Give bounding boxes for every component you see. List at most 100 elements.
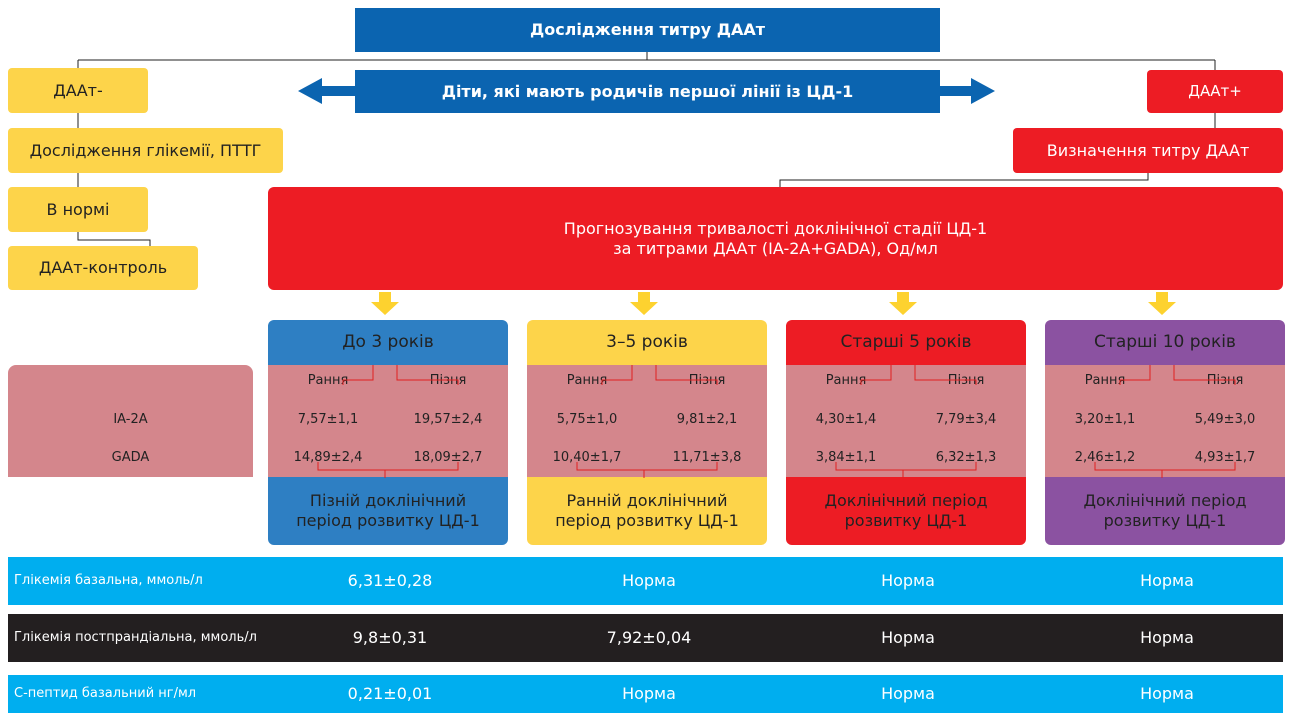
ia2a-value: 3,20±1,1: [1050, 407, 1160, 433]
center-box: Діти, які мають родичів першої лінії із …: [355, 70, 940, 113]
early-label: Рання: [537, 370, 637, 392]
positive-step: Визначення титру ДААт: [1013, 128, 1283, 173]
text: 4,30±1,4: [815, 411, 877, 427]
group-period: Доклінічний період розвитку ЦД-1: [1045, 477, 1285, 545]
row-value: 9,8±0,31: [270, 614, 510, 662]
text: 6,32±1,3: [935, 449, 997, 465]
text: 3–5 років: [606, 331, 688, 352]
text: Дослідження титру ДААт: [529, 20, 766, 39]
text: Ранній доклінічний: [566, 491, 728, 510]
early-label: Рання: [1055, 370, 1155, 392]
row-value: Норма: [1047, 557, 1287, 605]
text: 5,75±1,0: [556, 411, 618, 427]
text: 5,49±3,0: [1194, 411, 1256, 427]
early-label: Рання: [278, 370, 378, 392]
bracket: [576, 365, 718, 478]
group-values: [1045, 365, 1285, 477]
text: розвитку ЦД-1: [844, 511, 968, 530]
row-value: Норма: [788, 614, 1028, 662]
text: Рання: [566, 372, 608, 388]
negative-step: Дослідження глікемії, ПТТГ: [8, 128, 283, 173]
group-values: [268, 365, 508, 477]
text: 9,81±2,1: [676, 411, 738, 427]
text: Прогнозування тривалості доклінічної ста…: [563, 218, 988, 238]
text: Доклінічний період: [824, 491, 988, 510]
ia2a-value: 5,75±1,0: [532, 407, 642, 433]
text: Рання: [825, 372, 867, 388]
text: Норма: [622, 571, 676, 590]
down-arrow: [371, 292, 399, 315]
gada-value: 14,89±2,4: [273, 445, 383, 471]
text: Глікемія базальна, ммоль/л: [14, 572, 203, 588]
ia2a-value: 19,57±2,4: [393, 407, 503, 433]
group-period: Пізній доклінічний період розвитку ЦД-1: [268, 477, 508, 545]
row-value: Норма: [788, 675, 1028, 713]
text: період розвитку ЦД-1: [296, 511, 480, 530]
text: До 3 років: [342, 331, 434, 352]
text: за титрами ДААт (IA-2A+GADA), Од/мл: [613, 238, 938, 258]
gada-value: 18,09±2,7: [393, 445, 503, 471]
text: період розвитку ЦД-1: [555, 511, 739, 530]
bracket: [317, 365, 459, 478]
ia2a-value: 7,57±1,1: [273, 407, 383, 433]
text: GADA: [111, 449, 150, 465]
text: 14,89±2,4: [293, 449, 363, 465]
text: IA-2A: [113, 411, 148, 427]
text: Норма: [881, 571, 935, 590]
text: Норма: [1140, 628, 1194, 647]
row: [8, 614, 1283, 662]
row-value: Норма: [788, 557, 1028, 605]
group-values: [786, 365, 1026, 477]
text: 9,8±0,31: [352, 628, 428, 647]
negative-step: ДААт-контроль: [8, 246, 198, 290]
negative-step: В нормі: [8, 187, 148, 232]
ia2a-value: 4,30±1,4: [791, 407, 901, 433]
text: ДААт+: [1188, 82, 1242, 101]
marker: GADA: [8, 443, 253, 473]
row-value: Норма: [529, 675, 769, 713]
row-value: 6,31±0,28: [270, 557, 510, 605]
text: 0,21±0,01: [347, 684, 433, 703]
text: 19,57±2,4: [413, 411, 483, 427]
ia2a-value: 5,49±3,0: [1170, 407, 1280, 433]
down-arrow: [889, 292, 917, 315]
group-period: Доклінічний період розвитку ЦД-1: [786, 477, 1026, 545]
text: Визначення титру ДААт: [1046, 140, 1250, 160]
early-label: Рання: [796, 370, 896, 392]
row-value: 7,92±0,04: [529, 614, 769, 662]
negative-step: ДААт-: [8, 68, 148, 113]
text: 18,09±2,7: [413, 449, 483, 465]
text: 4,93±1,7: [1194, 449, 1256, 465]
text: 3,20±1,1: [1074, 411, 1136, 427]
down-arrow: [1148, 292, 1176, 315]
group-period: Ранній доклінічний період розвитку ЦД-1: [527, 477, 767, 545]
group-values: [527, 365, 767, 477]
gada-value: 4,93±1,7: [1170, 445, 1280, 471]
text: Доклінічний період: [1083, 491, 1247, 510]
text: 6,31±0,28: [347, 571, 433, 590]
gada-value: 6,32±1,3: [911, 445, 1021, 471]
group-header: До 3 років: [268, 320, 508, 365]
marker: IA-2A: [8, 405, 253, 435]
text: ДААт-контроль: [38, 258, 168, 277]
row-value: Норма: [1047, 675, 1287, 713]
group-header: Старші 5 років: [786, 320, 1026, 365]
text: Пізній доклінічний: [309, 491, 467, 510]
group-header: Старші 10 років: [1045, 320, 1285, 365]
text: В нормі: [46, 199, 110, 219]
row-value: 0,21±0,01: [270, 675, 510, 713]
text: Норма: [622, 684, 676, 703]
row-label: Глікемія базальна, ммоль/л: [14, 557, 314, 605]
text: Старші 5 років: [840, 331, 972, 352]
text: 10,40±1,7: [552, 449, 622, 465]
title-box: Дослідження титру ДААт: [355, 8, 940, 52]
gada-value: 3,84±1,1: [791, 445, 901, 471]
row-label: Глікемія постпрандіальна, ммоль/л: [14, 614, 314, 662]
row: [8, 675, 1283, 713]
text: 7,57±1,1: [297, 411, 359, 427]
text: 3,84±1,1: [815, 449, 877, 465]
down-arrow: [630, 292, 658, 315]
group-header: 3–5 років: [527, 320, 767, 365]
